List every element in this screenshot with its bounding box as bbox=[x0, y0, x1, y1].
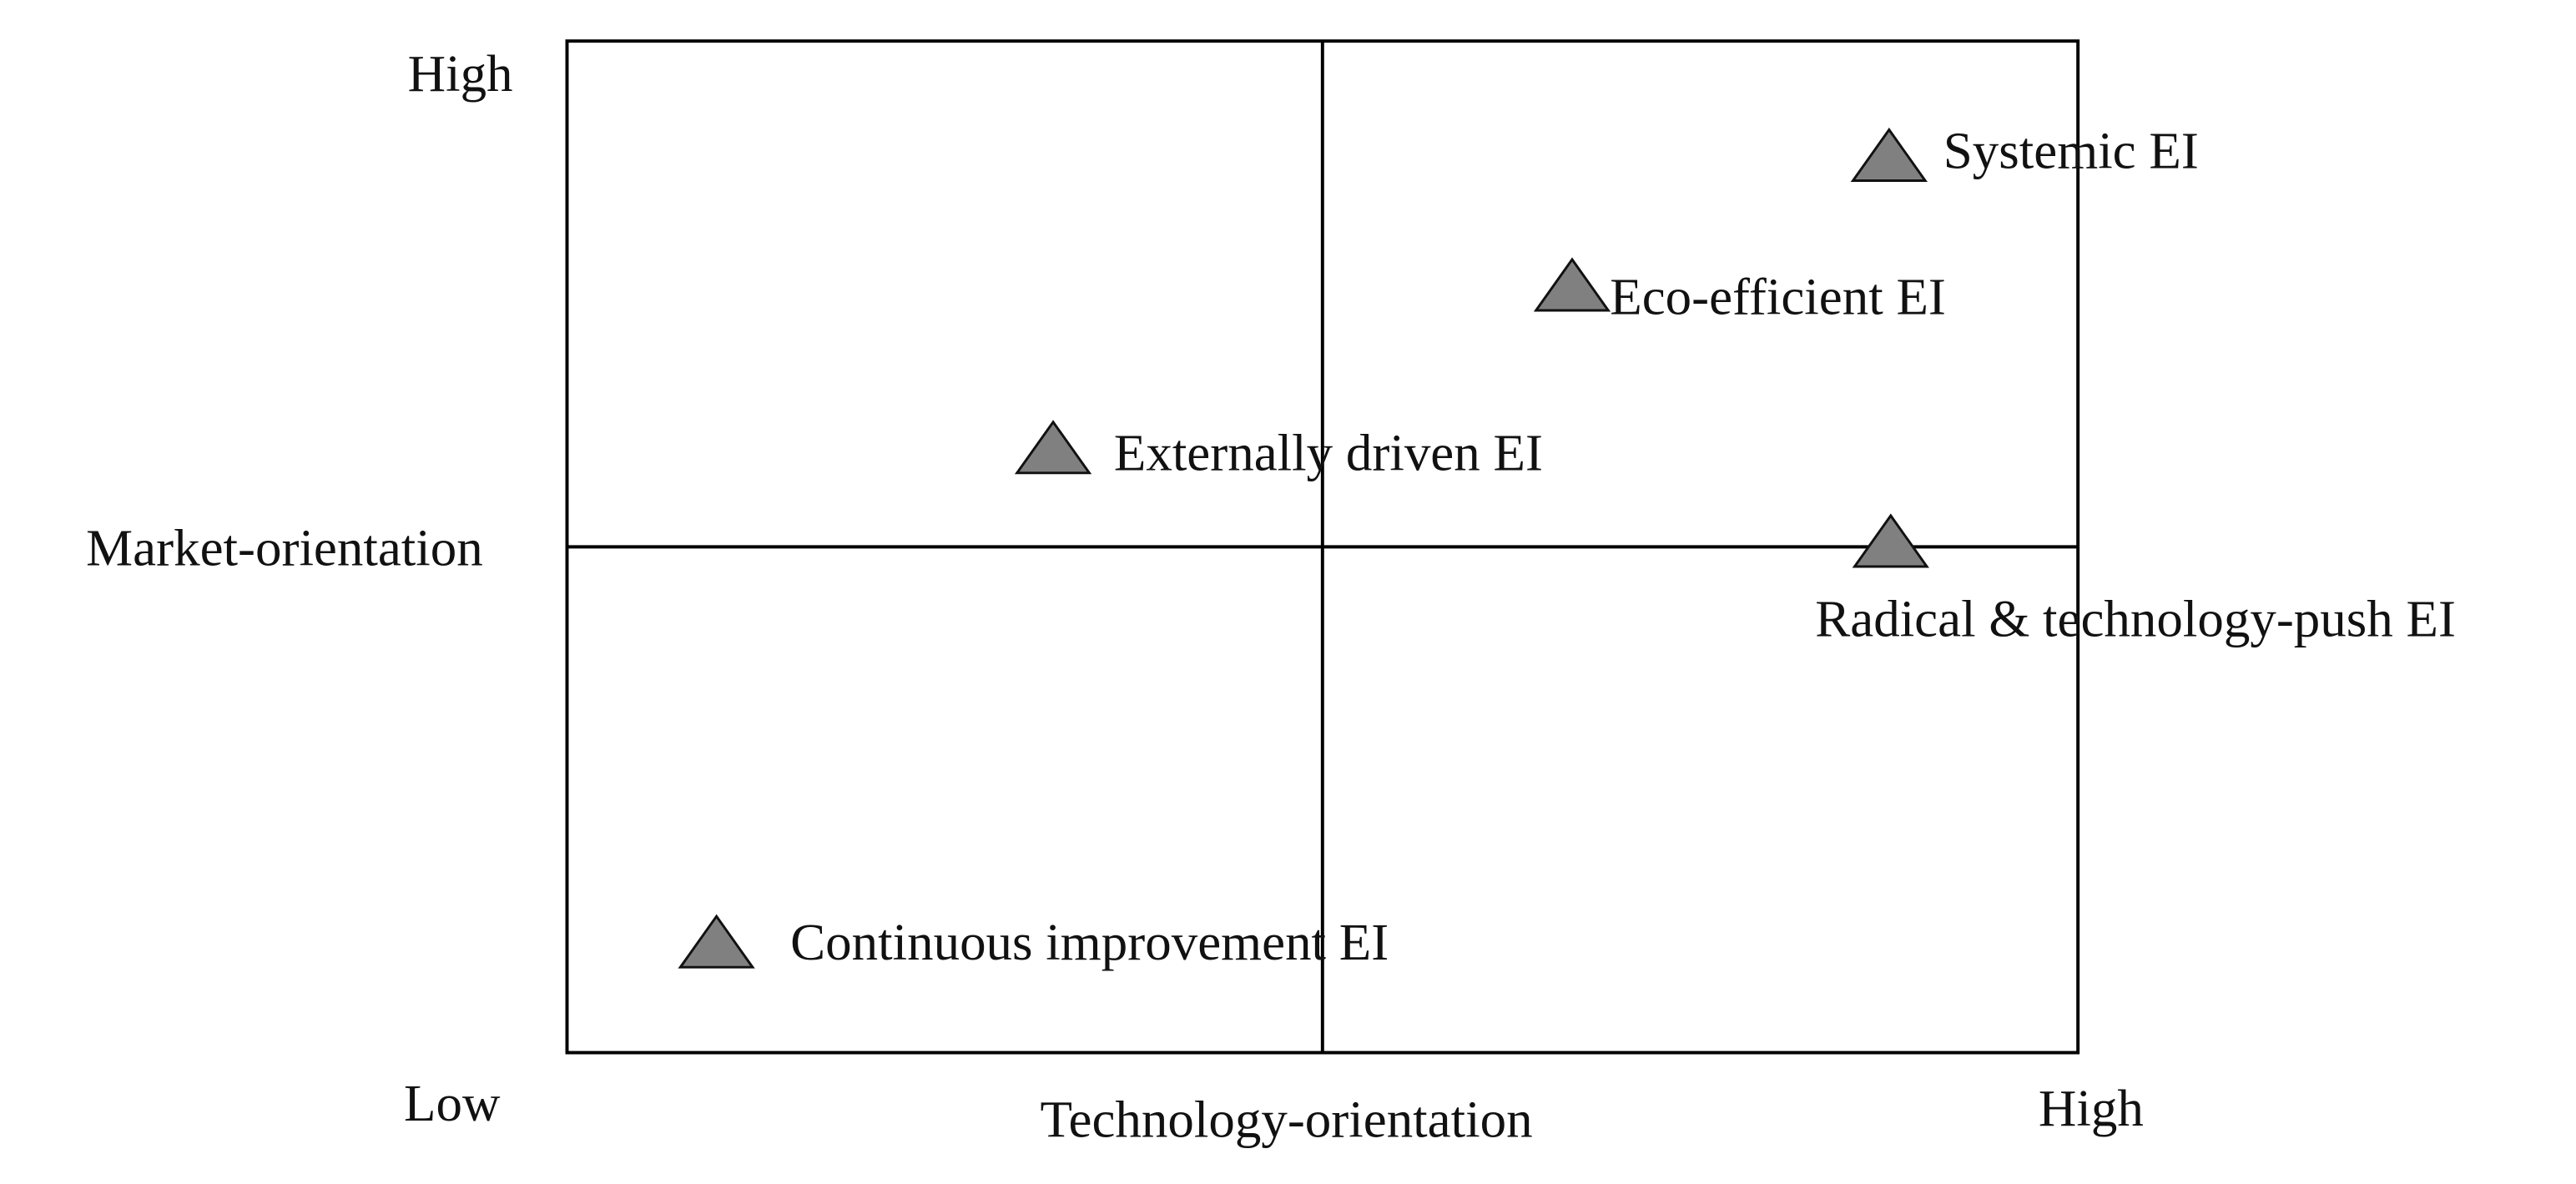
x-high-label: High bbox=[2039, 1079, 2144, 1137]
marker bbox=[678, 914, 755, 969]
item-label: Externally driven EI bbox=[1114, 424, 1543, 482]
y-axis-label: Market-orientation bbox=[86, 519, 483, 577]
x-low-label: Low bbox=[404, 1074, 501, 1132]
marker bbox=[1852, 513, 1929, 568]
item-label: Radical & technology-push EI bbox=[1815, 589, 2456, 647]
item-label: Continuous improvement EI bbox=[790, 913, 1389, 971]
item-label: Eco-efficient EI bbox=[1610, 268, 1946, 326]
item-label: Systemic EI bbox=[1943, 121, 2199, 179]
marker bbox=[1533, 257, 1611, 312]
x-axis-label: Technology-orientation bbox=[1040, 1091, 1532, 1149]
y-high-label: High bbox=[408, 44, 513, 103]
marker bbox=[1850, 127, 1928, 182]
marker bbox=[1014, 420, 1092, 475]
